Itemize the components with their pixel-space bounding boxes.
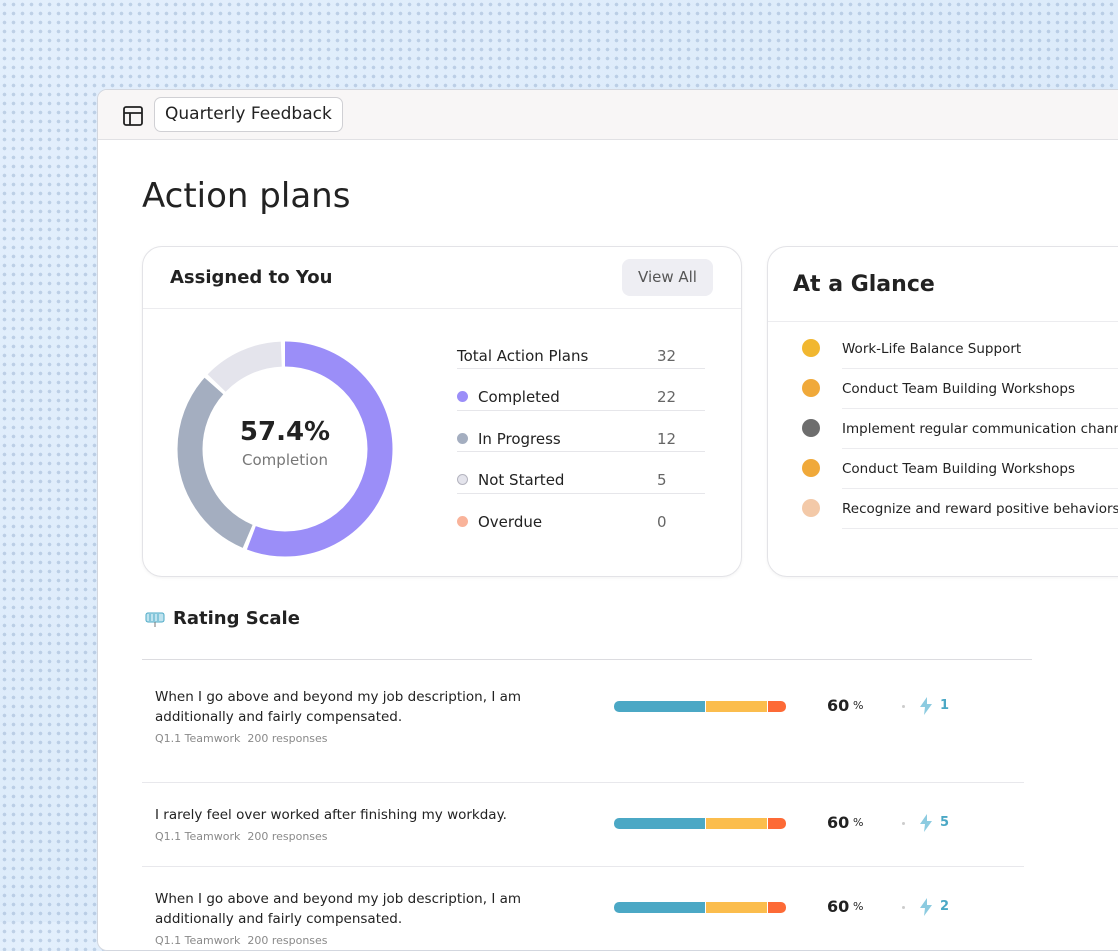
view-all-button[interactable]: View All bbox=[622, 259, 713, 296]
rating-rows: When I go above and beyond my job descri… bbox=[98, 90, 1118, 950]
glance-item: Conduct Team Building Workshops bbox=[842, 461, 1076, 477]
status-label: In Progress bbox=[478, 429, 561, 448]
score: 60 bbox=[827, 897, 850, 916]
section-title: Rating Scale bbox=[173, 608, 300, 629]
divider bbox=[842, 368, 1118, 369]
glance-item: Conduct Team Building Workshops bbox=[842, 381, 1076, 397]
status-dot bbox=[457, 474, 468, 485]
status-label: Completed bbox=[478, 388, 560, 406]
status-count: 12 bbox=[657, 429, 677, 448]
glance-icon bbox=[802, 499, 820, 517]
donut-chart bbox=[177, 341, 393, 557]
glance-item: Recognize and reward positive behaviors bbox=[842, 501, 1118, 517]
rating-segment bbox=[767, 902, 786, 913]
divider bbox=[457, 368, 705, 369]
rating-icon bbox=[145, 612, 165, 627]
assigned-card: Assigned to You View All 57.4% Completio… bbox=[142, 246, 742, 577]
divider bbox=[457, 492, 705, 494]
completion-value: 57.4% bbox=[239, 417, 331, 447]
donut-segment bbox=[177, 341, 393, 557]
rating-segment bbox=[614, 818, 705, 829]
count: 2 bbox=[940, 899, 950, 914]
glance-icon bbox=[802, 459, 820, 477]
divider bbox=[842, 528, 1118, 529]
meta: Q1.1 Teamwork 200 responses bbox=[155, 934, 328, 947]
total-label: Total Action Plans bbox=[457, 347, 589, 365]
status-dot bbox=[457, 391, 468, 402]
glance-item: Implement regular communication channels bbox=[842, 421, 1118, 437]
score-unit: % bbox=[853, 816, 864, 829]
dot bbox=[902, 906, 905, 909]
rating-segment bbox=[767, 818, 786, 829]
meta: Q1.1 Teamwork 200 responses bbox=[155, 732, 328, 745]
rating-segment bbox=[614, 902, 705, 913]
window: Quarterly Feedback Action plans Assigned… bbox=[97, 89, 1118, 951]
question: When I go above and beyond my job descri… bbox=[155, 891, 522, 927]
glance-item: Work-Life Balance Support bbox=[842, 341, 1022, 357]
page-title: Action plans bbox=[142, 176, 351, 216]
status-count: 0 bbox=[657, 512, 667, 531]
dot bbox=[902, 705, 905, 708]
status-label: Not Started bbox=[478, 471, 565, 489]
question: I rarely feel over worked after finishin… bbox=[155, 807, 507, 823]
score: 60 bbox=[827, 813, 850, 832]
rating-segment bbox=[705, 701, 767, 712]
rating-segment bbox=[767, 701, 786, 712]
glance-icon bbox=[802, 379, 820, 397]
bolt-shape bbox=[920, 697, 932, 715]
divider bbox=[768, 321, 1118, 322]
tab-bar: Quarterly Feedback bbox=[98, 90, 1118, 140]
divider bbox=[143, 308, 741, 309]
glance-list: Work-Life Balance Support Conduct Team Bu… bbox=[768, 337, 1118, 557]
rating-segment bbox=[705, 902, 767, 913]
rating-segment bbox=[705, 818, 767, 829]
bolt-shape bbox=[920, 898, 932, 916]
score: 60 bbox=[827, 696, 850, 715]
card-title: At a Glance bbox=[793, 272, 935, 297]
bolt-icon bbox=[920, 898, 932, 916]
divider bbox=[842, 488, 1118, 489]
tab[interactable]: Quarterly Feedback bbox=[154, 97, 343, 132]
divider bbox=[142, 866, 1024, 867]
status-dot bbox=[457, 515, 468, 527]
status-dot bbox=[457, 432, 468, 444]
question: When I go above and beyond my job descri… bbox=[155, 689, 522, 725]
status-list: Total Action Plans 32 Completed 22 In Progre… bbox=[457, 347, 707, 547]
meta: Q1.1 Teamwork 200 responses bbox=[155, 830, 328, 843]
score-unit: % bbox=[853, 699, 864, 712]
divider bbox=[842, 408, 1118, 409]
completion-label: Completion bbox=[242, 451, 328, 469]
divider bbox=[842, 448, 1118, 449]
card-title: Assigned to You bbox=[170, 267, 333, 288]
bolt-icon bbox=[920, 697, 932, 715]
donut-segment bbox=[177, 341, 393, 557]
status-count: 5 bbox=[657, 471, 667, 489]
divider bbox=[457, 451, 705, 452]
rating-segment bbox=[614, 701, 705, 712]
layout-icon bbox=[123, 106, 143, 126]
bolt-shape bbox=[920, 814, 932, 832]
bolt-icon bbox=[920, 814, 932, 832]
divider bbox=[142, 782, 1024, 783]
status-count: 22 bbox=[657, 388, 677, 406]
count: 1 bbox=[940, 698, 950, 713]
divider bbox=[142, 659, 1032, 660]
divider bbox=[457, 409, 705, 411]
glance-icon bbox=[802, 339, 820, 357]
glance-card: At a Glance Work-Life Balance Support Con… bbox=[767, 246, 1118, 577]
dot bbox=[902, 822, 905, 825]
status-label: Overdue bbox=[478, 512, 543, 531]
count: 5 bbox=[940, 815, 950, 830]
glance-icon bbox=[802, 419, 820, 437]
score-unit: % bbox=[853, 900, 864, 913]
total-value: 32 bbox=[657, 347, 677, 365]
